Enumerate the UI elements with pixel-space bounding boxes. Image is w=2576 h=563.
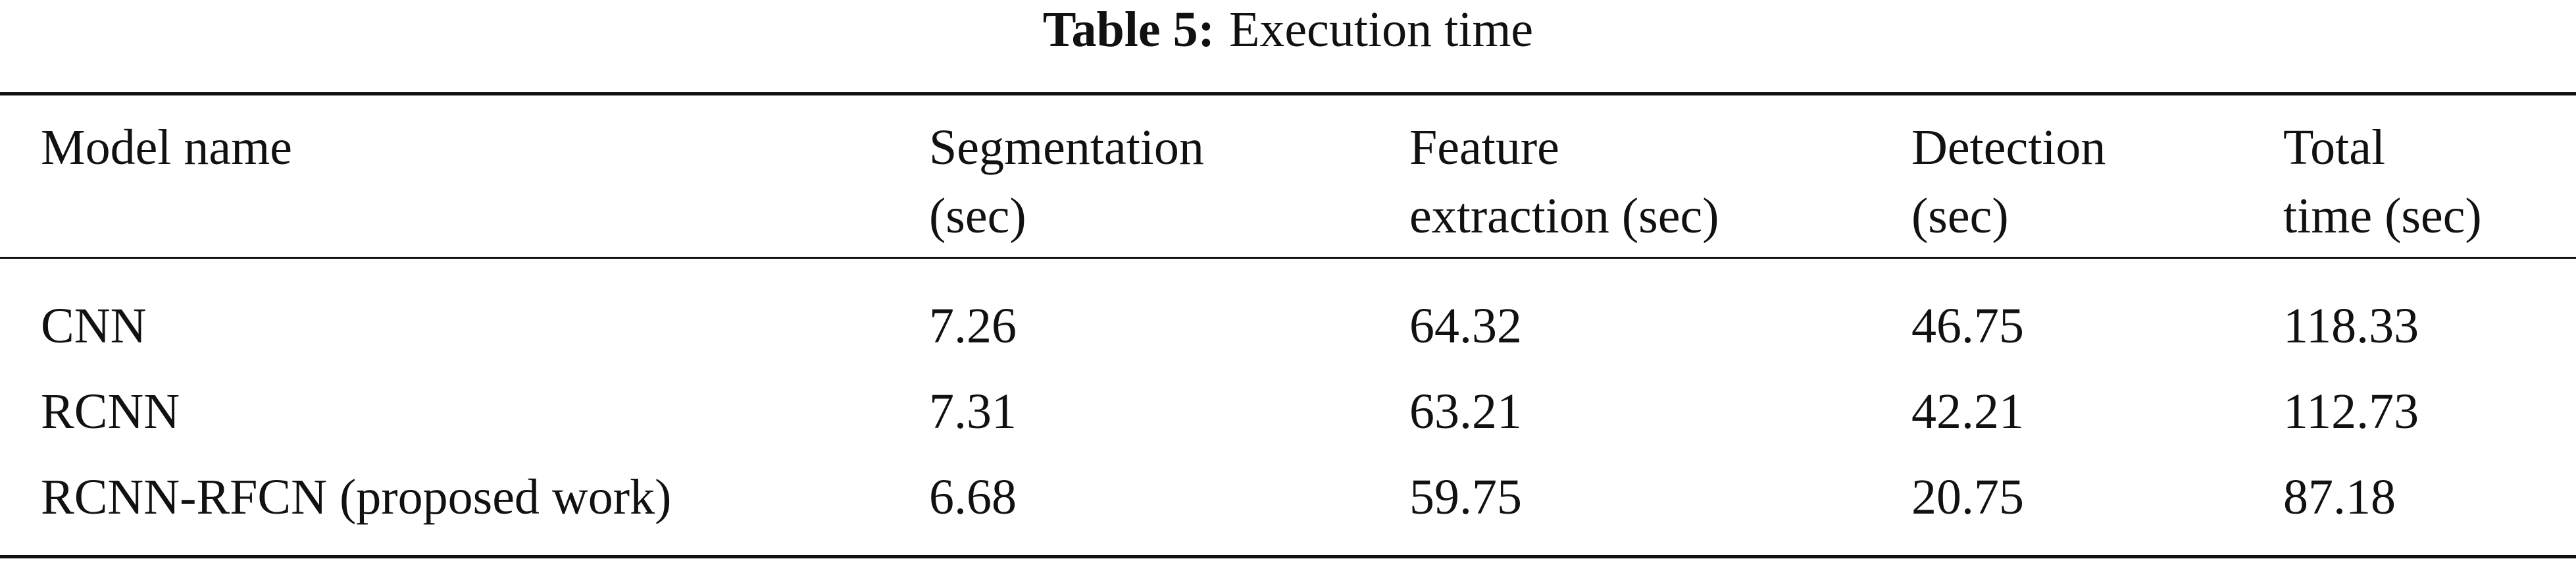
data-cell: 20.75 — [1911, 469, 2024, 525]
top-rule — [0, 92, 2576, 95]
data-cell: 87.18 — [2283, 469, 2396, 525]
header-cell: Detection — [1911, 120, 2106, 175]
data-cell: 63.21 — [1409, 384, 1522, 439]
header-cell: (sec) — [1911, 188, 2009, 244]
data-cell: 112.73 — [2283, 384, 2419, 439]
data-cell: 6.68 — [929, 469, 1017, 525]
table-title: Table 5: Execution time — [0, 0, 2576, 59]
row-label: CNN — [41, 298, 147, 354]
table-caption: Execution time — [1228, 2, 1534, 57]
header-cell: Feature — [1409, 120, 1559, 175]
data-cell: 46.75 — [1911, 298, 2024, 354]
header-cell: (sec) — [929, 188, 1026, 244]
row-label: RCNN-RFCN (proposed work) — [41, 469, 672, 525]
header-cell: time (sec) — [2283, 188, 2482, 244]
bottom-rule — [0, 555, 2576, 558]
data-cell: 7.31 — [929, 384, 1017, 439]
table-label: Table 5: — [1042, 2, 1215, 57]
header-cell: Segmentation — [929, 120, 1204, 175]
data-cell: 42.21 — [1911, 384, 2024, 439]
data-cell: 118.33 — [2283, 298, 2419, 354]
header-cell: Total — [2283, 120, 2386, 175]
data-cell: 59.75 — [1409, 469, 1522, 525]
data-cell: 64.32 — [1409, 298, 1522, 354]
header-cell: Model name — [41, 120, 293, 175]
header-cell: extraction (sec) — [1409, 188, 1719, 244]
header-rule — [0, 257, 2576, 259]
row-label: RCNN — [41, 384, 180, 439]
data-cell: 7.26 — [929, 298, 1017, 354]
